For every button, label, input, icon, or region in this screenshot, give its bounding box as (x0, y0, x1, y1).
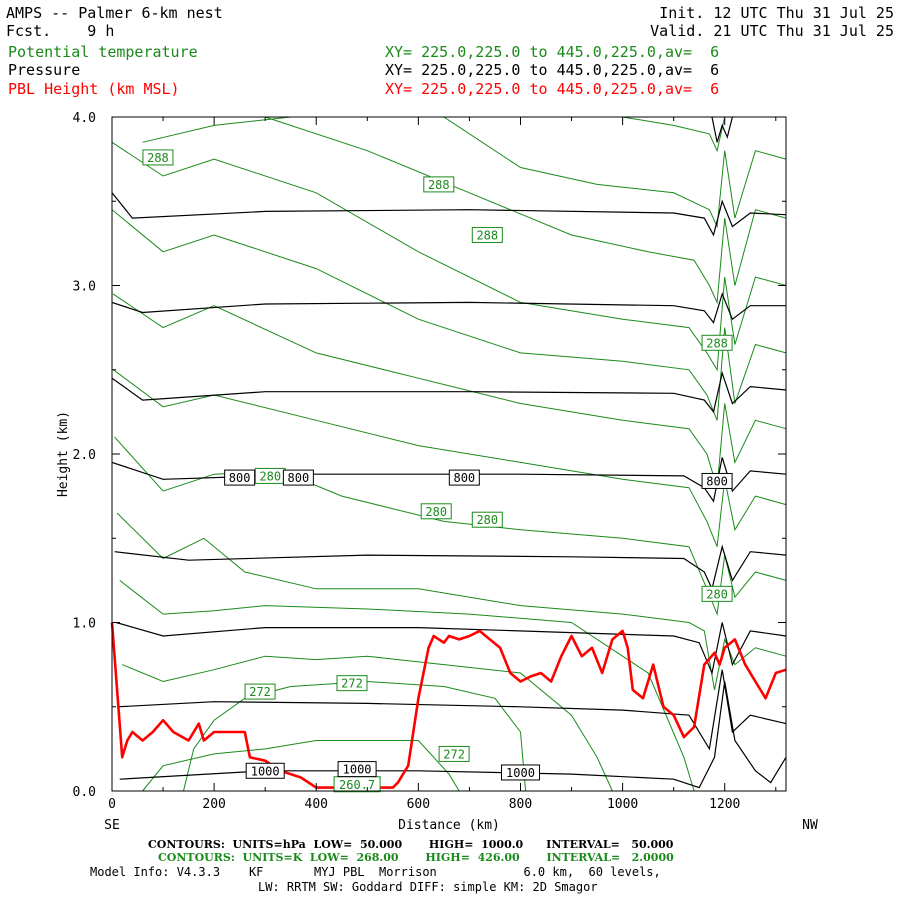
x-tick-label: 200 (202, 797, 225, 812)
pressure-label: 800 (706, 474, 728, 488)
field-xy-theta: XY= 225.0,225.0 to 445.0,225.0,av= 6 (385, 43, 720, 61)
init-time: Init. 12 UTC Thu 31 Jul 25 (659, 4, 894, 22)
field-xy-pbl: XY= 225.0,225.0 to 445.0,225.0,av= 6 (385, 80, 720, 98)
valid-time: Valid. 21 UTC Thu 31 Jul 25 (650, 22, 894, 40)
theta-label: 272 (341, 677, 363, 691)
field-name-pbl: PBL Height (km MSL) (8, 80, 180, 98)
pressure-label-box (701, 472, 733, 489)
x-tick-label: 0 (108, 797, 116, 812)
pressure-contour-900 (115, 621, 787, 676)
theta-contour-line (113, 369, 787, 547)
theta-label-box (471, 511, 503, 528)
pbl-height-line (110, 622, 787, 789)
x-tick-label: 800 (509, 797, 532, 812)
theta-label: 288 (476, 228, 498, 242)
x-tick-label: 400 (305, 797, 328, 812)
theta-label-box (471, 226, 503, 243)
field-xy-pressure: XY= 225.0,225.0 to 445.0,225.0,av= 6 (385, 61, 720, 79)
theta-label-box (701, 585, 733, 602)
theta-contour-line (265, 116, 787, 305)
axes: 0 200 400 600 800 1000 1200 0.0 1.0 2.0 3.0 4.0 Dist… (56, 111, 818, 833)
x-tick-label: 600 (407, 797, 430, 812)
pressure-label: 1000 (343, 763, 372, 777)
footer-physics-info: LW: RRTM SW: Goddard DIFF: simple KM: 2D… (258, 880, 598, 894)
theta-contour-line (122, 655, 613, 792)
theta-label: 288 (147, 151, 169, 165)
right-end-label: NW (802, 818, 818, 833)
field-name-pressure: Pressure (8, 61, 81, 79)
y-tick-label: 2.0 (73, 448, 96, 463)
pressure-label-box (245, 762, 285, 779)
y-tick-label: 0.0 (73, 785, 96, 800)
theta-label: 280 (259, 469, 281, 483)
theta-contour-line (112, 293, 787, 488)
theta-contour-line (142, 740, 460, 792)
theta-label-box (701, 334, 733, 351)
theta-label: 280 (476, 513, 498, 527)
theta-contour-line (111, 209, 787, 421)
pressure-contour-950 (118, 669, 787, 751)
theta-contour-line (443, 116, 787, 229)
theta-contour-line (622, 116, 726, 153)
theta-label: 272 (249, 685, 271, 699)
pressure-contour-650 (111, 192, 787, 237)
footer-theta-contours: CONTOURS: UNITS=K LOW= 268.00 HIGH= 426.… (158, 851, 674, 864)
pressure-label: 1000 (506, 766, 535, 780)
theta-contour-line (116, 512, 787, 690)
pressure-label: 1000 (251, 764, 280, 778)
plot-frame (111, 116, 787, 792)
pressure-label-box (337, 761, 377, 778)
y-tick-label: 3.0 (73, 280, 96, 295)
pressure-label-box (448, 469, 480, 486)
pressure-contour-600 (711, 116, 733, 143)
theta-label-box (244, 683, 276, 700)
theta-label-box (420, 503, 452, 520)
theta-label-box (336, 675, 368, 692)
field-name-theta: Potential temperature (8, 43, 198, 61)
pressure-label: 800 (453, 471, 475, 485)
theta-label: 260.7 (339, 778, 375, 792)
pressure-label-box (500, 764, 540, 781)
theta-label: 288 (428, 178, 450, 192)
x-axis-label: Distance (km) (398, 818, 500, 833)
pressure-contour-1000 (119, 681, 787, 789)
pressure-label-box (224, 469, 256, 486)
theta-contour-line (183, 680, 527, 792)
y-tick-label: 4.0 (73, 111, 96, 126)
left-end-label: SE (104, 818, 120, 833)
theta-contour-line (142, 116, 291, 143)
theta-label: 272 (443, 747, 465, 761)
theta-contour-line (119, 580, 695, 792)
y-axis-label: Height (km) (56, 411, 71, 497)
theta-contour-line (111, 141, 787, 372)
pressure-contour-850 (114, 544, 787, 591)
theta-contours (111, 116, 787, 792)
theta-label: 280 (425, 505, 447, 519)
theta-label-box (142, 149, 174, 166)
x-tick-label: 1000 (607, 797, 638, 812)
theta-contour-line (114, 436, 787, 617)
pressure-contour-750 (111, 370, 787, 414)
theta-label: 288 (706, 336, 728, 350)
forecast-hour: Fcst. 9 h (6, 22, 115, 40)
pressure-contours (111, 116, 787, 789)
footer-pressure-contours: CONTOURS: UNITS=hPa LOW= 50.000 HIGH= 10… (148, 838, 674, 851)
pressure-label: 800 (229, 471, 251, 485)
x-tick-label: 1200 (709, 797, 740, 812)
contour-labels: 288288288288280280280280272272272260.710… (142, 149, 733, 793)
y-tick-label: 1.0 (73, 617, 96, 632)
pressure-label-box (282, 469, 314, 486)
pbl-series (110, 622, 787, 789)
pressure-contour-700 (111, 292, 786, 324)
pressure-label: 800 (288, 471, 310, 485)
footer-model-info: Model Info: V4.3.3 KF MYJ PBL Morrison 6… (90, 865, 661, 879)
page-title: AMPS -- Palmer 6-km nest (6, 4, 223, 22)
theta-label: 280 (706, 587, 728, 601)
theta-label-box (423, 176, 455, 193)
theta-label-box (438, 745, 470, 762)
